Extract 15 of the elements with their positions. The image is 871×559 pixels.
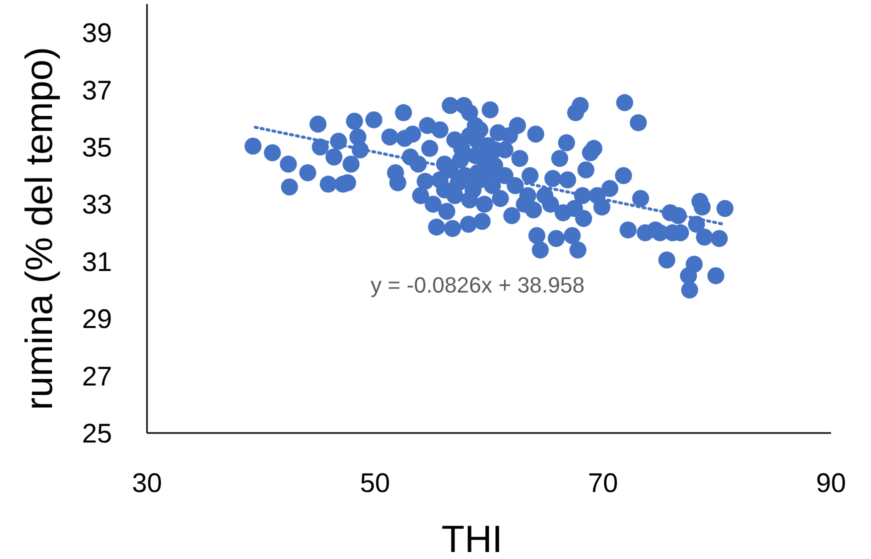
y-axis-title: rumina (% del tempo)	[19, 46, 61, 410]
x-tick-label: 50	[360, 468, 390, 498]
y-tick-label: 29	[82, 304, 112, 334]
x-tick-label: 30	[132, 468, 162, 498]
x-tick-label: 90	[816, 468, 846, 498]
x-tick-label: 70	[588, 468, 618, 498]
y-tick-label: 35	[82, 132, 112, 162]
y-tick-label: 25	[82, 418, 112, 448]
y-tick-label: 31	[82, 246, 112, 277]
y-tick-label: 37	[82, 75, 112, 106]
x-axis-title: THI	[441, 519, 503, 559]
annotation: y = -0.0826x + 38.958	[370, 272, 585, 298]
y-tick-label: 33	[82, 190, 112, 220]
y-tick-label: 27	[82, 361, 112, 392]
y-tick-label: 39	[82, 18, 112, 48]
